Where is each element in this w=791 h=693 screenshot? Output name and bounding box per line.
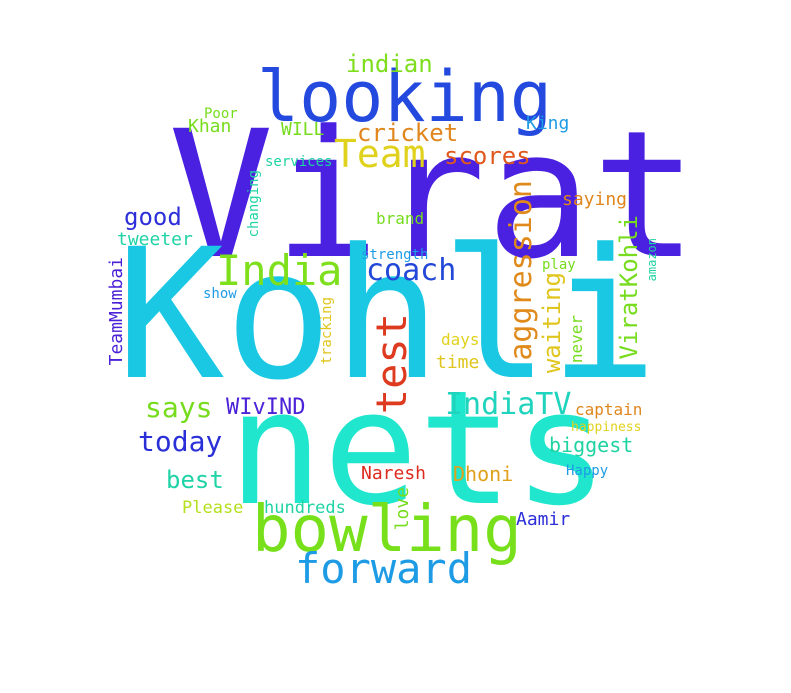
word-good: good [124, 203, 182, 231]
word-aggression: aggression [504, 180, 539, 361]
word-nets: nets [228, 357, 609, 541]
word-dhoni: Dhoni [453, 462, 514, 486]
word-team: Team [334, 132, 426, 176]
word-looking: looking [257, 56, 553, 138]
word-services: services [265, 154, 333, 170]
word-viratkohli: ViratKohli [615, 215, 643, 360]
word-indian: indian [346, 50, 433, 78]
word-strength: strength [361, 247, 429, 263]
word-please: Please [182, 498, 244, 518]
word-captain: captain [575, 400, 643, 419]
word-brand: brand [376, 209, 425, 228]
word-today: today [138, 425, 223, 458]
word-never: never [567, 315, 586, 364]
word-hundreds: hundreds [264, 498, 346, 518]
word-amazon: amazon [645, 238, 659, 282]
word-best: best [166, 466, 224, 494]
word-time: time [436, 352, 480, 373]
word-love: love [392, 487, 413, 531]
word-king: King [526, 113, 570, 134]
word-test: test [367, 313, 416, 415]
word-coach: coach [366, 253, 457, 288]
word-says: says [145, 391, 213, 424]
word-virat: Virat [168, 93, 698, 298]
word-happiness: happiness [571, 420, 642, 435]
word-changing: changing [246, 170, 262, 238]
word-khan: Khan [188, 116, 232, 137]
word-poor: Poor [204, 106, 238, 122]
word-play: play [542, 257, 576, 273]
word-will: WILL [281, 119, 325, 140]
word-bowling: bowling [252, 493, 522, 567]
word-tracking: tracking [319, 297, 335, 365]
word-show: show [203, 286, 237, 302]
word-tweeter: tweeter [117, 229, 193, 250]
word-cricket: cricket [357, 119, 459, 147]
word-naresh: Naresh [361, 463, 427, 484]
word-saying: saying [562, 189, 628, 210]
word-happy: Happy [566, 463, 609, 479]
word-indiatv: IndiaTV [445, 387, 572, 422]
word-scores: scores [444, 142, 531, 170]
word-kohli: Kohli [116, 211, 658, 420]
word-aamir: Aamir [516, 509, 571, 530]
word-forward: forward [295, 544, 473, 593]
word-wivind: WIvIND [226, 395, 306, 420]
word-india: India [216, 246, 343, 295]
word-days: days [441, 330, 480, 349]
word-biggest: biggest [549, 433, 634, 457]
word-waiting: waiting [538, 272, 566, 374]
word-teammumbai: TeamMumbai [106, 257, 127, 366]
